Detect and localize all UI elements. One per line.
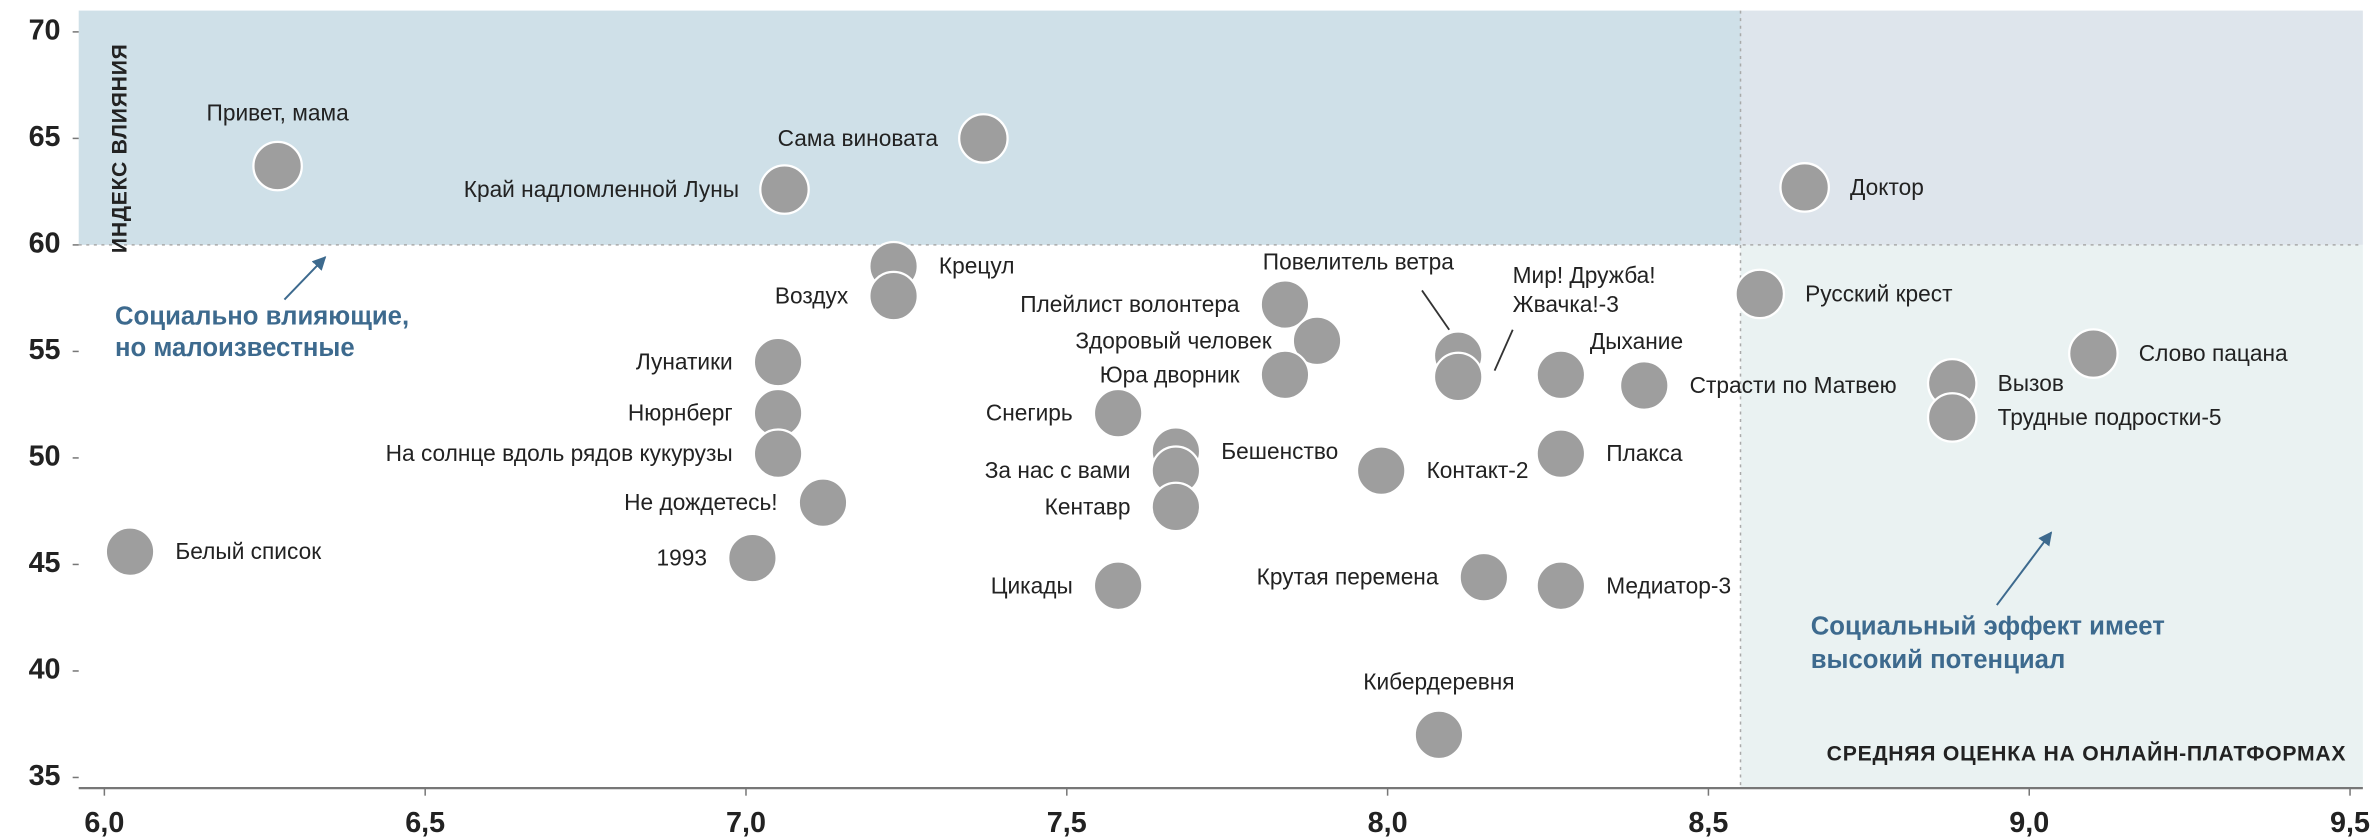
annotation: Социальный эффект имеет: [1811, 613, 2165, 641]
point: [752, 428, 804, 480]
point-label: Цикады: [991, 572, 1073, 598]
y-tick-label: 60: [29, 228, 61, 260]
point: [1355, 445, 1407, 497]
point: [104, 526, 156, 577]
point: [1734, 268, 1786, 320]
point-label: Юра дворник: [1100, 361, 1241, 387]
point-label: Кибердеревня: [1363, 668, 1514, 694]
x-axis-label: СРЕДНЯЯ ОЦЕНКА НА ОНЛАЙН-ПЛАТФОРМАХ: [1827, 740, 2347, 765]
point: [1432, 351, 1484, 403]
point-label: Плакса: [1606, 440, 1683, 466]
point-label: Крутая перемена: [1257, 564, 1439, 590]
point: [1150, 481, 1202, 533]
point-label: Нюрнберг: [628, 400, 733, 426]
y-axis-label: ИНДЕКС ВЛИЯНИЯ: [109, 43, 132, 253]
x-tick-label: 9,0: [2009, 807, 2049, 839]
point: [1291, 315, 1343, 367]
point: [752, 336, 804, 388]
x-tick-label: 8,0: [1368, 807, 1408, 839]
point: [1092, 387, 1144, 439]
x-tick-label: 7,5: [1047, 807, 1087, 839]
point-label: Контакт-2: [1427, 457, 1529, 483]
point-label: Страсти по Матвею: [1690, 372, 1897, 398]
point: [797, 477, 849, 529]
point-label: Сама виновата: [778, 125, 939, 151]
point: [1458, 551, 1510, 603]
annotation-arrow: [1996, 531, 2053, 606]
point-label: Слово пацана: [2139, 340, 2288, 366]
point-label: Вызов: [1998, 370, 2064, 396]
point-label: 1993: [657, 545, 707, 571]
point: [1618, 360, 1670, 411]
point-label: Русский крест: [1805, 280, 1952, 306]
point-label: Здоровый человек: [1075, 327, 1272, 353]
point: [1259, 279, 1311, 330]
region: [78, 10, 1741, 245]
point-label: Кентавр: [1045, 493, 1131, 519]
point: [1926, 392, 1978, 443]
leader-line: [1493, 329, 1514, 371]
point-label: Крецул: [939, 253, 1015, 279]
point-label: Доктор: [1850, 174, 1924, 200]
point: [1259, 349, 1311, 401]
point: [1535, 428, 1587, 480]
point: [727, 532, 778, 584]
point: [759, 164, 810, 215]
point-label: Воздух: [775, 283, 849, 309]
point-label: Белый список: [175, 538, 322, 564]
annotation: высокий потенциал: [1811, 646, 2066, 674]
y-tick-label: 45: [29, 547, 61, 579]
region: [1740, 10, 2363, 245]
point: [2068, 328, 2119, 379]
x-tick-label: 7,0: [726, 807, 766, 839]
y-tick-label: 35: [29, 760, 61, 792]
point: [1535, 349, 1587, 401]
axes: 35 40 45 50 55 60 65 70 6,0 6,5 7,0 7,5 8,0 8,5 9,0 9,5: [29, 14, 2370, 839]
point-label: Лунатики: [636, 349, 733, 375]
x-tick-label: 6,5: [405, 807, 445, 839]
point-label: Мир! Дружба!: [1513, 262, 1656, 288]
points: Привет, мама Сама виновата Край надломленн…: [104, 100, 2288, 761]
point: [252, 140, 303, 192]
point-label: Край надломленной Луны: [464, 176, 739, 202]
annotation: но малоизвестные: [115, 334, 355, 362]
point-label: Плейлист волонтера: [1020, 291, 1240, 317]
point-label: Медиатор-3: [1606, 572, 1731, 598]
region: [1740, 244, 2363, 789]
point: [1092, 560, 1144, 612]
y-tick-label: 55: [29, 334, 61, 366]
point-label: Снегирь: [986, 400, 1073, 426]
annotation-arrow: [283, 256, 327, 301]
point-label: Не дождетесь!: [624, 489, 777, 515]
point-label: Трудные подростки-5: [1998, 404, 2222, 430]
point-label: Дыхание: [1590, 328, 1683, 354]
point: [1535, 560, 1587, 612]
point: [1413, 709, 1465, 761]
point-label: Повелитель ветра: [1263, 248, 1455, 274]
y-tick-label: 65: [29, 121, 61, 153]
point: [1779, 162, 1831, 213]
point-label: Привет, мама: [207, 100, 350, 126]
point-label: За нас с вами: [985, 457, 1131, 483]
y-tick-label: 70: [29, 14, 61, 46]
x-tick-label: 6,0: [84, 807, 124, 839]
y-tick-label: 40: [29, 654, 61, 686]
x-tick-label: 9,5: [2330, 807, 2370, 839]
x-tick-label: 8,5: [1688, 807, 1728, 839]
leader-line: [1421, 289, 1450, 331]
point-label: Бешенство: [1221, 438, 1338, 464]
point-label: Жвачка!-3: [1513, 291, 1619, 317]
point: [958, 113, 1009, 164]
y-tick-label: 50: [29, 441, 61, 473]
annotation: Социально влияющие,: [115, 302, 409, 330]
point: [868, 270, 919, 322]
point-label: На солнце вдоль рядов кукурузы: [386, 440, 733, 466]
